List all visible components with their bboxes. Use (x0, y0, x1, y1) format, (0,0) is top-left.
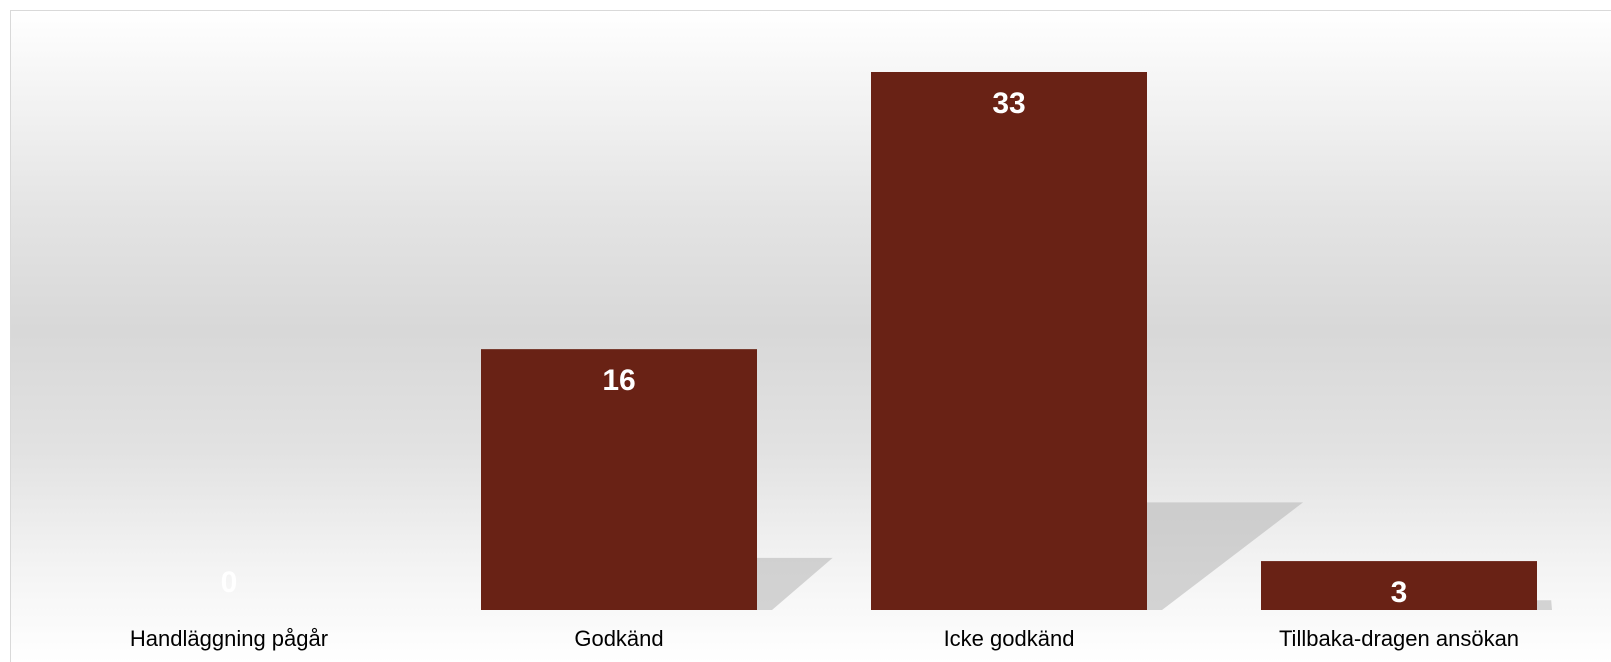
category-label: Godkänd (574, 626, 663, 651)
bar (481, 349, 757, 610)
category-label: Tillbaka-dragen ansökan (1279, 626, 1519, 651)
category-label: Icke godkänd (944, 626, 1075, 651)
data-label: 16 (602, 364, 635, 397)
data-label: 3 (1391, 576, 1408, 609)
bar (1261, 561, 1537, 610)
bar-shadow (1147, 502, 1304, 610)
bar-shadow (757, 557, 833, 610)
category-label: Handläggning pågår (130, 626, 328, 651)
bar-shadow (1537, 600, 1552, 610)
bar (871, 72, 1147, 610)
data-label: 33 (992, 87, 1025, 120)
data-label: 0 (221, 566, 238, 599)
chart-frame: 0 Handläggning pågår 16 Godkänd 33 Icke godkä… (10, 10, 1611, 662)
bar-chart: 0 Handläggning pågår 16 Godkänd 33 Icke godkä… (130, 72, 1552, 651)
